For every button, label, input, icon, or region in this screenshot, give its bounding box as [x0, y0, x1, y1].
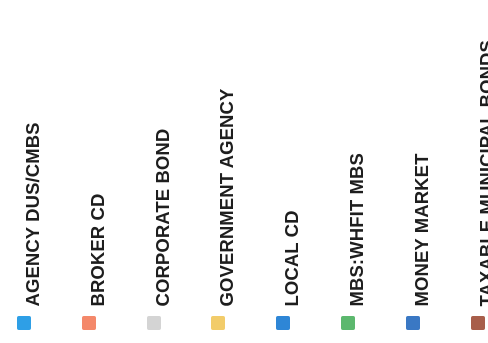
legend-label: GOVERNMENT AGENCY — [216, 88, 237, 306]
legend-item: BROKER CD — [72, 0, 112, 343]
legend-item: TAXABLE MUNICIPAL BONDS — [461, 0, 488, 343]
legend-item: AGENCY DUS/CMBS — [7, 0, 47, 343]
legend-label: LOCAL CD — [281, 209, 302, 306]
legend-label: TAXABLE MUNICIPAL BONDS — [476, 39, 488, 306]
legend-swatch — [82, 316, 96, 330]
legend-swatch — [17, 316, 31, 330]
legend-item: LOCAL CD — [266, 0, 306, 343]
legend-label: MONEY MARKET — [411, 153, 432, 306]
legend-item: GOVERNMENT AGENCY — [201, 0, 241, 343]
legend-label: MBS:WHFIT MBS — [346, 152, 367, 306]
legend-swatch — [406, 316, 420, 330]
legend-swatch — [471, 316, 485, 330]
legend-label: AGENCY DUS/CMBS — [22, 121, 43, 306]
legend-swatch — [211, 316, 225, 330]
legend-item: MBS:WHFIT MBS — [331, 0, 371, 343]
legend-swatch — [147, 316, 161, 330]
legend-label: CORPORATE BOND — [152, 128, 173, 306]
legend-swatch — [276, 316, 290, 330]
legend-label: BROKER CD — [87, 193, 108, 306]
legend-item: MONEY MARKET — [396, 0, 436, 343]
legend-swatch — [341, 316, 355, 330]
legend-item: CORPORATE BOND — [137, 0, 177, 343]
